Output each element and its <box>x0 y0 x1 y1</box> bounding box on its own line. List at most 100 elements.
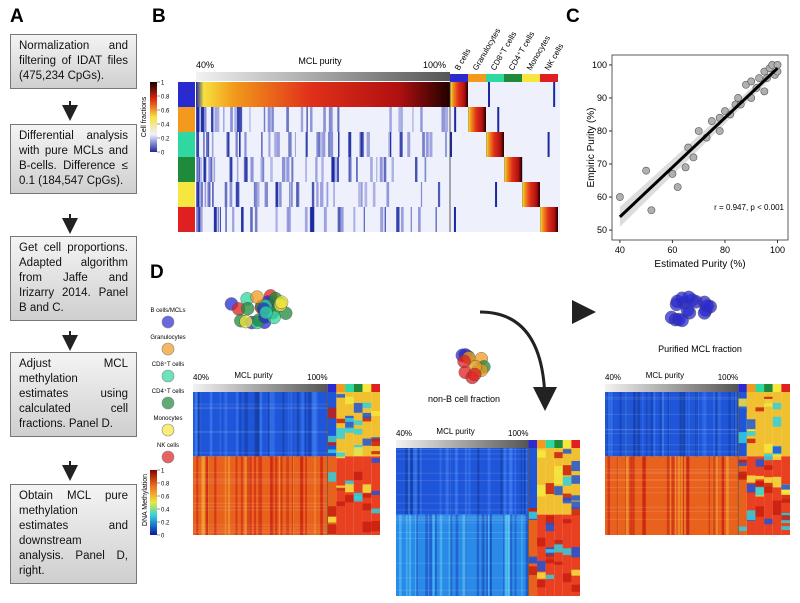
flow-arrows <box>375 300 596 411</box>
heatmap-stripe <box>239 132 241 157</box>
heatmap-stripe <box>213 207 217 232</box>
col-swatch <box>571 440 580 448</box>
heatmap-stripe <box>235 456 238 535</box>
heatmap-stripe <box>230 107 233 132</box>
heatmap-stripe <box>547 132 550 157</box>
y-tick-label: 50 <box>597 225 607 235</box>
heatmap-stripe <box>195 392 198 457</box>
heatmap-stripe <box>679 392 683 457</box>
heatmap-line <box>193 406 328 408</box>
heatmap-stripe <box>236 107 240 132</box>
heatmap-stripe <box>702 392 704 457</box>
heatmap-ref <box>327 392 337 457</box>
heatmap-line <box>193 480 328 482</box>
point <box>715 127 724 135</box>
heatmap-stripe <box>653 392 656 457</box>
heatmap-patch <box>772 505 782 516</box>
heatmap-stripe <box>291 182 293 207</box>
heatmap-patch <box>336 394 346 398</box>
heatmap-ref <box>781 392 790 457</box>
heatmap-ref <box>371 456 380 535</box>
x-tick-label: 100 <box>770 245 785 255</box>
point <box>734 94 742 102</box>
heatmap-patch <box>755 481 765 488</box>
heatmap-stripe <box>468 448 470 515</box>
heatmap-stripe <box>422 132 425 157</box>
heatmap-patch <box>738 406 747 413</box>
col-swatch <box>772 384 782 392</box>
heatmap-stripe <box>204 157 206 182</box>
heatmap-stripe <box>268 392 270 457</box>
heatmap-stripe <box>429 132 433 157</box>
purity-label: MCL purity <box>234 371 272 380</box>
heatmap-patch <box>571 546 580 558</box>
heatmap-patch <box>537 537 546 547</box>
heatmap-patch <box>746 483 756 493</box>
heatmap-stripe <box>264 182 269 207</box>
heatmap-stripe <box>269 392 271 457</box>
heatmap-line <box>193 472 328 474</box>
heatmap-patch <box>537 452 546 458</box>
heatmap-patch <box>755 459 765 467</box>
heatmap-stripe <box>449 448 451 515</box>
purity-start: 40% <box>193 373 209 382</box>
heatmap-stripe <box>270 157 273 182</box>
heatmap-stripe <box>418 207 421 232</box>
heatmap-stripe <box>408 514 412 596</box>
heatmap-line <box>193 478 328 480</box>
cell <box>274 295 289 309</box>
heatmap-stripe <box>372 182 376 207</box>
heatmap-stripe <box>263 107 266 132</box>
heatmap-patch <box>554 561 563 565</box>
heatmap-stripe <box>712 456 716 535</box>
heatmap-patch <box>327 506 337 517</box>
heatmap-patch <box>562 476 572 486</box>
heatmap-stripe <box>379 157 383 182</box>
heatmap-line <box>193 509 328 511</box>
heatmap-ref <box>327 456 337 535</box>
y-axis-label: Empiric Purity (%) <box>586 107 597 187</box>
heatmap-patch <box>562 493 572 501</box>
heatmap-stripe <box>214 456 217 535</box>
heatmap-stripe <box>321 456 323 535</box>
scale-tick-label: 0.8 <box>161 95 170 101</box>
heatmap-line <box>396 448 529 450</box>
heatmap-patch <box>781 488 790 499</box>
heatmap-stripe <box>364 182 368 207</box>
row-swatch <box>178 157 195 182</box>
heatmap-stripe <box>235 392 239 457</box>
scale-tick-label: 0.8 <box>161 482 170 488</box>
heatmap-stripe <box>206 132 209 157</box>
heatmap-stripe <box>304 207 308 232</box>
col-swatch <box>522 74 540 82</box>
purity-start: 40% <box>196 60 214 70</box>
y-tick-label: 70 <box>597 159 607 169</box>
heatmap-stripe <box>506 514 510 596</box>
heatmap-patch <box>362 503 372 511</box>
heatmap-stripe <box>662 392 664 457</box>
heatmap-stripe <box>215 207 217 232</box>
heatmap-patch <box>554 486 563 496</box>
heatmap-patch <box>746 438 756 444</box>
heatmap-patch <box>746 510 756 521</box>
cell <box>239 314 253 329</box>
heatmap-stripe <box>311 182 315 207</box>
heatmap-ref <box>537 514 546 596</box>
heatmap-stripe <box>291 157 294 182</box>
heatmap-stripe <box>243 157 247 182</box>
heatmap-stripe <box>278 456 281 535</box>
heatmap-stripe <box>196 132 200 157</box>
heatmap-patch <box>571 495 580 501</box>
heatmap-ref <box>562 514 572 596</box>
scale-label: Cell fractions <box>141 96 148 137</box>
cell <box>240 301 255 316</box>
heatmap-stripe <box>695 392 697 457</box>
heatmap-line <box>193 408 328 410</box>
heatmap-stripe <box>305 157 307 182</box>
heatmap-stripe <box>388 132 391 157</box>
heatmap-stripe <box>449 514 453 596</box>
heatmap-patch <box>528 556 538 563</box>
heatmap-stripe <box>505 514 508 596</box>
heatmap-stripe <box>632 456 634 535</box>
heatmap-stripe <box>611 392 613 457</box>
